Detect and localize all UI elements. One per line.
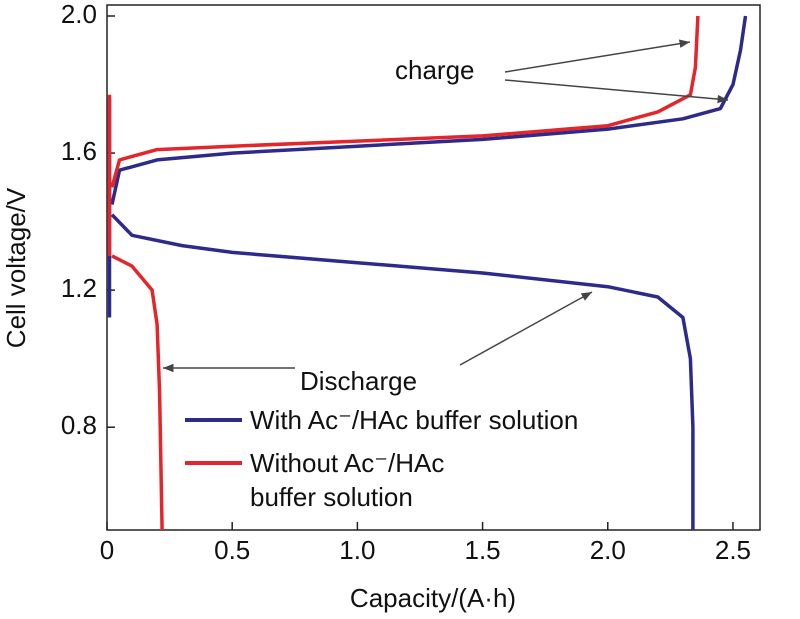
x-axis-label: Capacity/(A·h) [350,583,516,613]
series-line [107,15,700,531]
arrow [504,79,729,104]
x-tick-label: 0 [100,535,114,565]
annotation: Discharge [300,366,417,396]
annotation: charge [395,55,475,85]
x-tick-label: 2.0 [590,535,626,565]
arrow [459,291,593,366]
plot-frame [106,4,761,531]
y-tick-label: 1.6 [61,136,97,166]
y-tick-label: 0.8 [61,410,97,440]
x-tick-label: 1.0 [339,535,375,565]
y-tick-label: 2.0 [61,0,97,29]
y-axis-label: Cell voltage/V [1,187,31,348]
x-tick-label: 2.5 [715,535,751,565]
arrow [504,39,691,73]
legend-label: Without Ac⁻/HAc buffer solution [250,448,445,512]
x-tick-label: 1.5 [464,535,500,565]
legend-label: With Ac⁻/HAc buffer solution [250,405,579,435]
x-tick-label: 0.5 [214,535,250,565]
y-tick-label: 1.2 [61,273,97,303]
